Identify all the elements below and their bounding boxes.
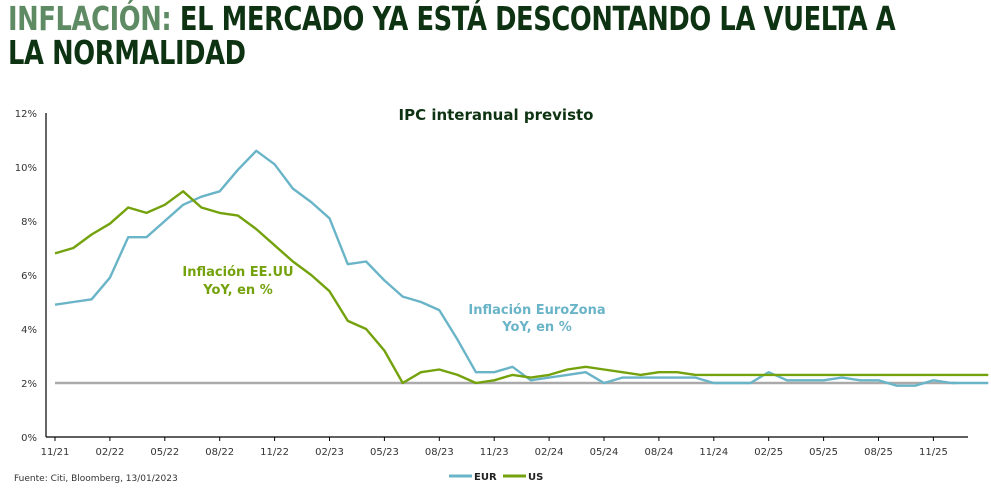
x-tick-label: 05/23 xyxy=(370,447,399,458)
series-line-us xyxy=(54,190,989,385)
y-tick-label: 4% xyxy=(21,325,37,336)
annotation-eur-line1: Inflación EuroZona xyxy=(468,303,605,318)
x-tick-label: 02/22 xyxy=(95,447,124,458)
y-tick-label: 10% xyxy=(15,163,37,174)
x-tick-label: 05/22 xyxy=(150,447,179,458)
x-tick-label: 08/25 xyxy=(864,447,893,458)
x-tick-label: 08/24 xyxy=(644,447,673,458)
x-tick-label: 11/22 xyxy=(260,447,289,458)
x-tick-label: 05/25 xyxy=(809,447,838,458)
x-tick-label: 02/24 xyxy=(535,447,564,458)
legend-label-eur: EUR xyxy=(474,472,497,483)
source-note: Fuente: Citi, Bloomberg, 13/01/2023 xyxy=(14,474,178,484)
x-tick-label: 11/23 xyxy=(480,447,509,458)
y-tick-label: 2% xyxy=(21,379,37,390)
annotation-eur-line2: YoY, en % xyxy=(501,320,572,335)
x-tick-label: 11/21 xyxy=(41,447,70,458)
y-tick-label: 0% xyxy=(21,433,37,444)
x-tick-label: 11/25 xyxy=(919,447,948,458)
title-highlight: INFLACIÓN: xyxy=(8,0,172,38)
annotation-us-line1: Inflación EE.UU xyxy=(182,265,293,280)
series-line-eur xyxy=(54,149,989,387)
y-tick-label: 6% xyxy=(21,271,37,282)
x-tick-label: 05/24 xyxy=(590,447,619,458)
legend-label-us: US xyxy=(528,472,543,483)
annotation-us-line2: YoY, en % xyxy=(202,283,273,298)
x-tick-label: 08/22 xyxy=(205,447,234,458)
x-tick-label: 11/24 xyxy=(699,447,728,458)
title-rest: EL MERCADO YA ESTÁ DESCONTANDO LA VUELTA… xyxy=(8,0,896,72)
chart-title: IPC interanual previsto xyxy=(399,106,594,124)
y-tick-label: 8% xyxy=(21,217,37,228)
x-tick-label: 02/25 xyxy=(754,447,783,458)
x-tick-label: 08/23 xyxy=(425,447,454,458)
page-title: INFLACIÓN: EL MERCADO YA ESTÁ DESCONTAND… xyxy=(8,2,905,70)
y-tick-label: 12% xyxy=(15,109,37,120)
x-tick-label: 02/23 xyxy=(315,447,344,458)
